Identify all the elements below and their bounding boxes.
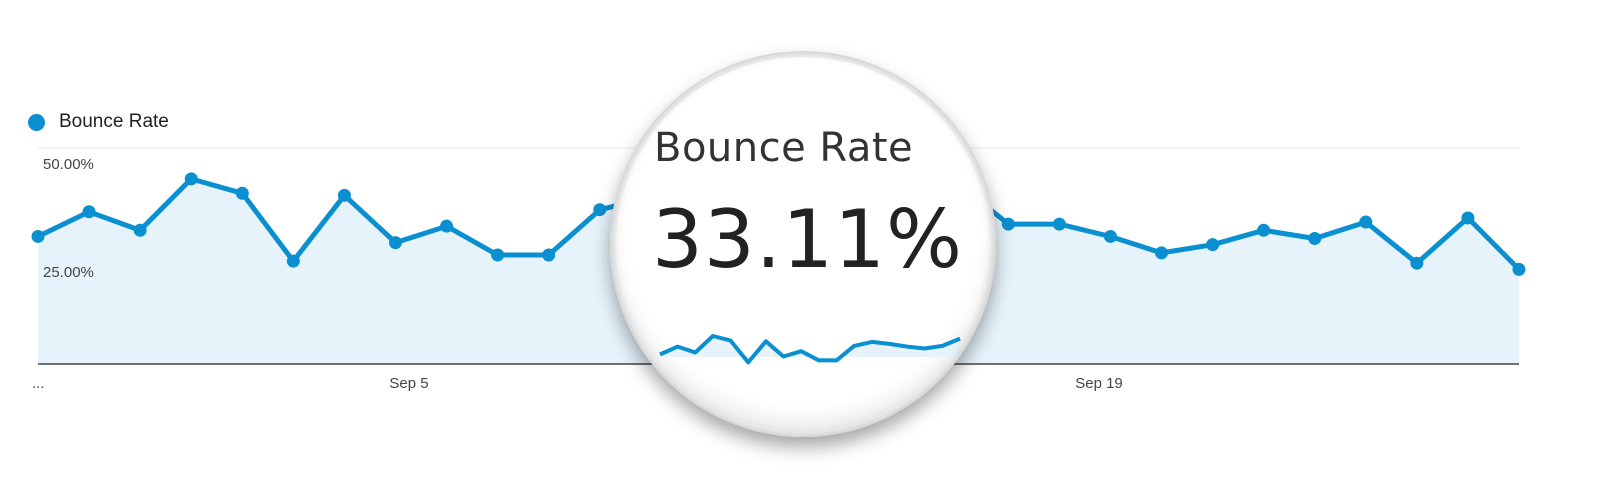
- data-point: [1461, 211, 1475, 225]
- data-point: [133, 223, 147, 237]
- data-point: [235, 186, 249, 200]
- data-point: [1206, 238, 1220, 252]
- data-point: [388, 236, 402, 250]
- data-point: [542, 248, 556, 262]
- sparkline-line: [659, 334, 961, 365]
- data-point: [1410, 256, 1424, 270]
- y-tick-label: 50.00%: [43, 156, 94, 173]
- data-point: [1155, 246, 1169, 260]
- data-point: [1512, 262, 1526, 276]
- data-point: [1257, 223, 1271, 237]
- data-point: [1103, 229, 1117, 243]
- data-point: [1052, 217, 1066, 231]
- legend-label: Bounce Rate: [59, 111, 169, 132]
- chart-legend: Bounce Rate: [28, 111, 169, 133]
- data-point: [440, 219, 454, 233]
- data-point: [82, 205, 96, 219]
- data-point: [31, 229, 45, 243]
- data-point: [1308, 232, 1322, 246]
- sparkline-area: [660, 336, 960, 363]
- x-tick-label: Sep 5: [389, 375, 428, 392]
- x-tick-label: Sep 19: [1075, 375, 1123, 392]
- x-tick-label: ...: [32, 375, 45, 392]
- magnifier-lens: Bounce Rate 33.11%: [610, 51, 996, 437]
- data-point: [1359, 215, 1373, 229]
- data-point: [337, 188, 351, 202]
- metric-title: Bounce Rate: [654, 125, 914, 171]
- data-point: [491, 248, 505, 262]
- y-tick-labels: 50.00% 25.00%: [43, 156, 94, 281]
- legend-marker-icon: [28, 113, 45, 131]
- data-point: [286, 254, 300, 268]
- metric-value: 33.11%: [652, 193, 964, 286]
- data-point: [184, 172, 198, 186]
- data-point: [593, 203, 607, 217]
- y-tick-label: 25.00%: [43, 264, 94, 281]
- x-tick-labels: ... Sep 5 Sep 19: [32, 375, 1123, 392]
- sparkline: [659, 334, 961, 365]
- data-point: [1001, 217, 1015, 231]
